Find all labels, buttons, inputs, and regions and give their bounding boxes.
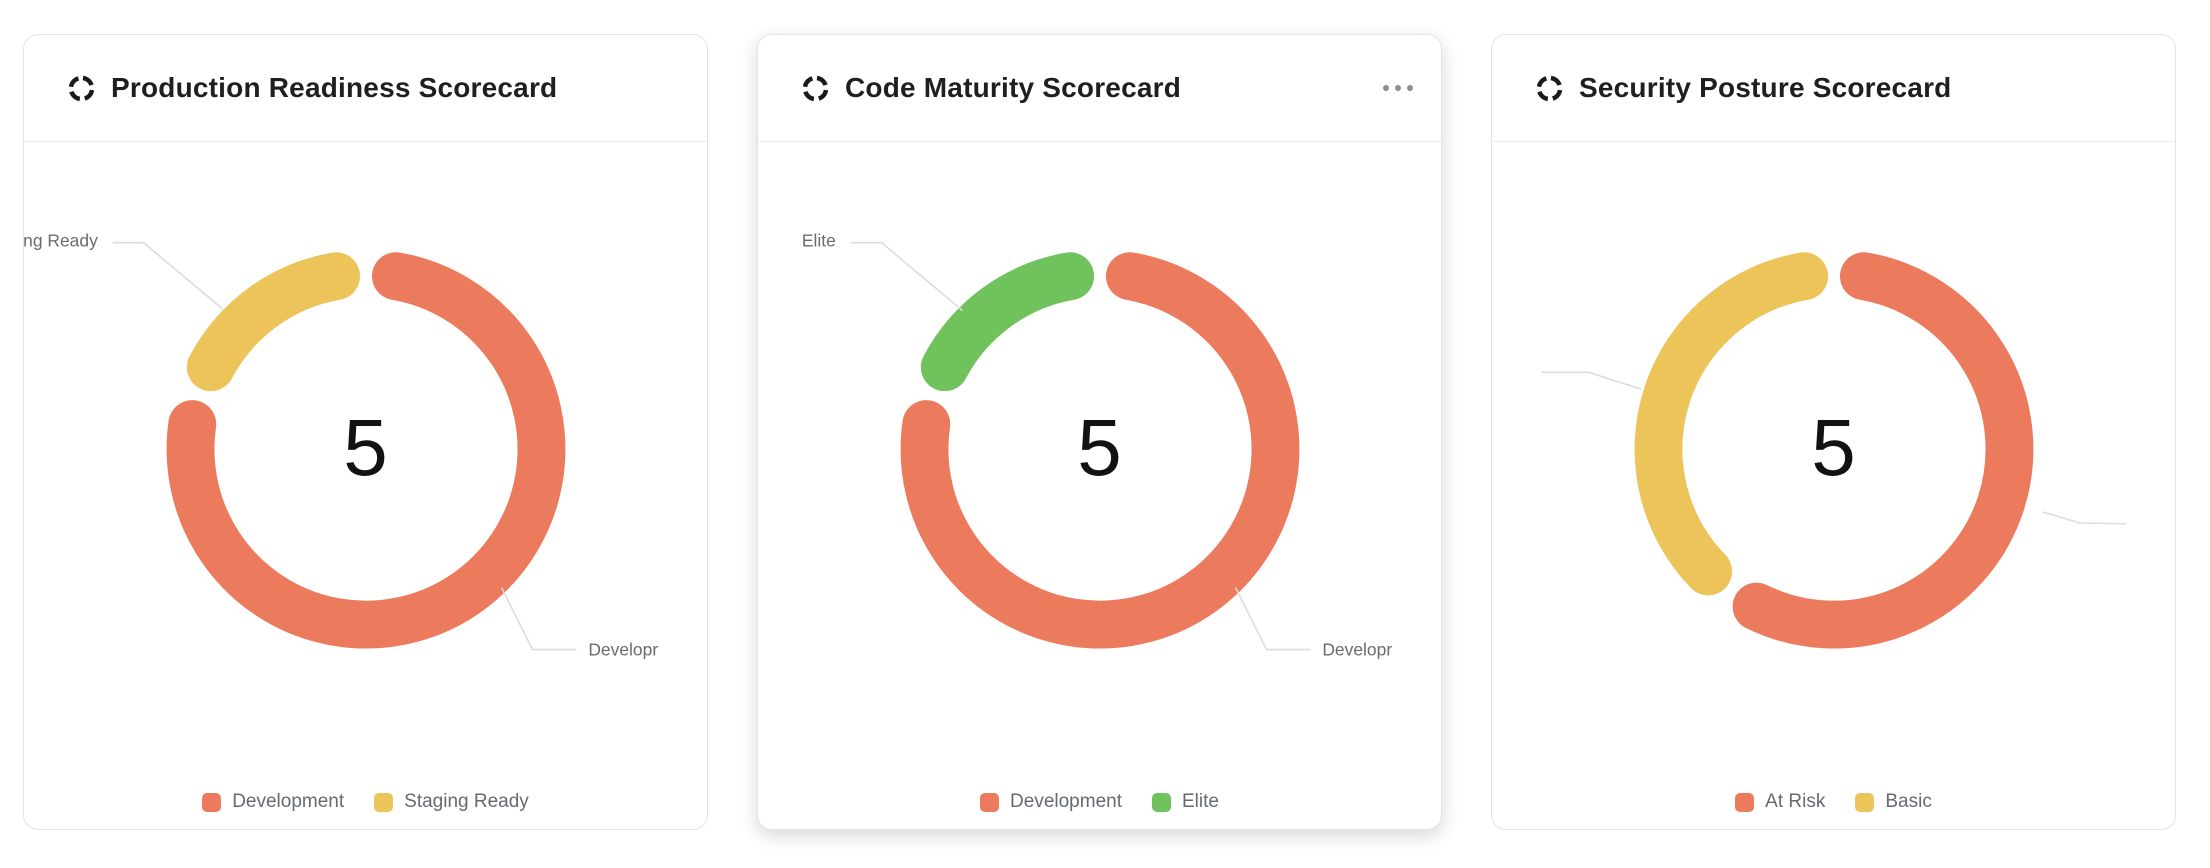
callout-label: Developr <box>1322 640 1392 660</box>
donut-chart: ng Ready Developr 5 Development Staging R… <box>24 142 707 829</box>
scorecard-icon <box>67 74 96 103</box>
card-title: Code Maturity Scorecard <box>845 72 1182 103</box>
card-header: Production Readiness Scorecard <box>24 35 707 142</box>
legend-swatch <box>1151 792 1171 812</box>
callout-leader-line <box>1541 371 1642 391</box>
scorecard-icon <box>801 74 830 103</box>
donut-segment-basic[interactable] <box>1634 252 1829 596</box>
chart-legend: Development Elite <box>758 791 1441 813</box>
legend-label: Development <box>1010 791 1122 812</box>
legend-swatch <box>980 792 1000 812</box>
ellipsis-icon <box>1395 85 1401 91</box>
callout-leader-line <box>2042 511 2127 525</box>
legend-item[interactable]: Development <box>202 791 344 813</box>
ellipsis-icon <box>1407 85 1413 91</box>
scorecards-board: Production Readiness Scorecard ng Ready D… <box>23 34 2176 830</box>
donut-svg: Elite Developr <box>802 231 1392 660</box>
legend-swatch <box>374 792 394 812</box>
donut-segment-development[interactable] <box>166 252 566 649</box>
card-production-readiness: Production Readiness Scorecard ng Ready D… <box>23 34 708 830</box>
callout-leader-line <box>1234 587 1311 651</box>
legend-label: Elite <box>1181 791 1219 812</box>
legend-item[interactable]: Staging Ready <box>374 791 529 813</box>
callout-leader-line <box>850 241 963 312</box>
donut-segment-staging-ready[interactable] <box>186 252 361 392</box>
legend-item[interactable]: Basic <box>1855 791 1932 813</box>
callout-label: Elite <box>802 231 836 251</box>
legend-swatch <box>1855 792 1875 812</box>
donut-svg <box>1541 252 2127 649</box>
callout-leader-line <box>112 241 225 312</box>
card-title: Production Readiness Scorecard <box>111 72 558 103</box>
chart-legend: Development Staging Ready <box>24 791 707 813</box>
legend-item[interactable]: Development <box>980 791 1122 813</box>
legend-swatch <box>1735 792 1755 812</box>
legend-item[interactable]: At Risk <box>1735 791 1825 813</box>
card-title: Security Posture Scorecard <box>1579 72 1952 103</box>
more-menu-button[interactable] <box>1381 77 1415 99</box>
legend-label: Staging Ready <box>404 791 529 812</box>
donut-segment-development[interactable] <box>900 252 1300 649</box>
legend-label: Development <box>232 791 345 812</box>
card-header: Security Posture Scorecard <box>1492 35 2175 142</box>
scorecard-icon <box>1535 74 1564 103</box>
legend-item[interactable]: Elite <box>1151 791 1219 813</box>
donut-svg: ng Ready Developr <box>24 231 658 660</box>
callout-label: ng Ready <box>24 231 98 251</box>
card-code-maturity: Code Maturity Scorecard Elite Developr 5 … <box>757 34 1442 830</box>
donut-chart: 5 At Risk Basic <box>1492 142 2175 829</box>
donut-segment-at-risk[interactable] <box>1732 252 2034 649</box>
legend-label: At Risk <box>1765 791 1826 812</box>
card-security-posture: Security Posture Scorecard 5 At Risk Bas… <box>1491 34 2176 830</box>
card-header: Code Maturity Scorecard <box>758 35 1441 142</box>
callout-label: Developr <box>588 640 658 660</box>
ellipsis-icon <box>1383 85 1389 91</box>
legend-label: Basic <box>1885 791 1932 812</box>
donut-chart: Elite Developr 5 Development Elite <box>758 142 1441 829</box>
chart-legend: At Risk Basic <box>1492 791 2175 813</box>
legend-swatch <box>202 792 222 812</box>
donut-segment-elite[interactable] <box>920 252 1095 392</box>
callout-leader-line <box>500 587 577 651</box>
